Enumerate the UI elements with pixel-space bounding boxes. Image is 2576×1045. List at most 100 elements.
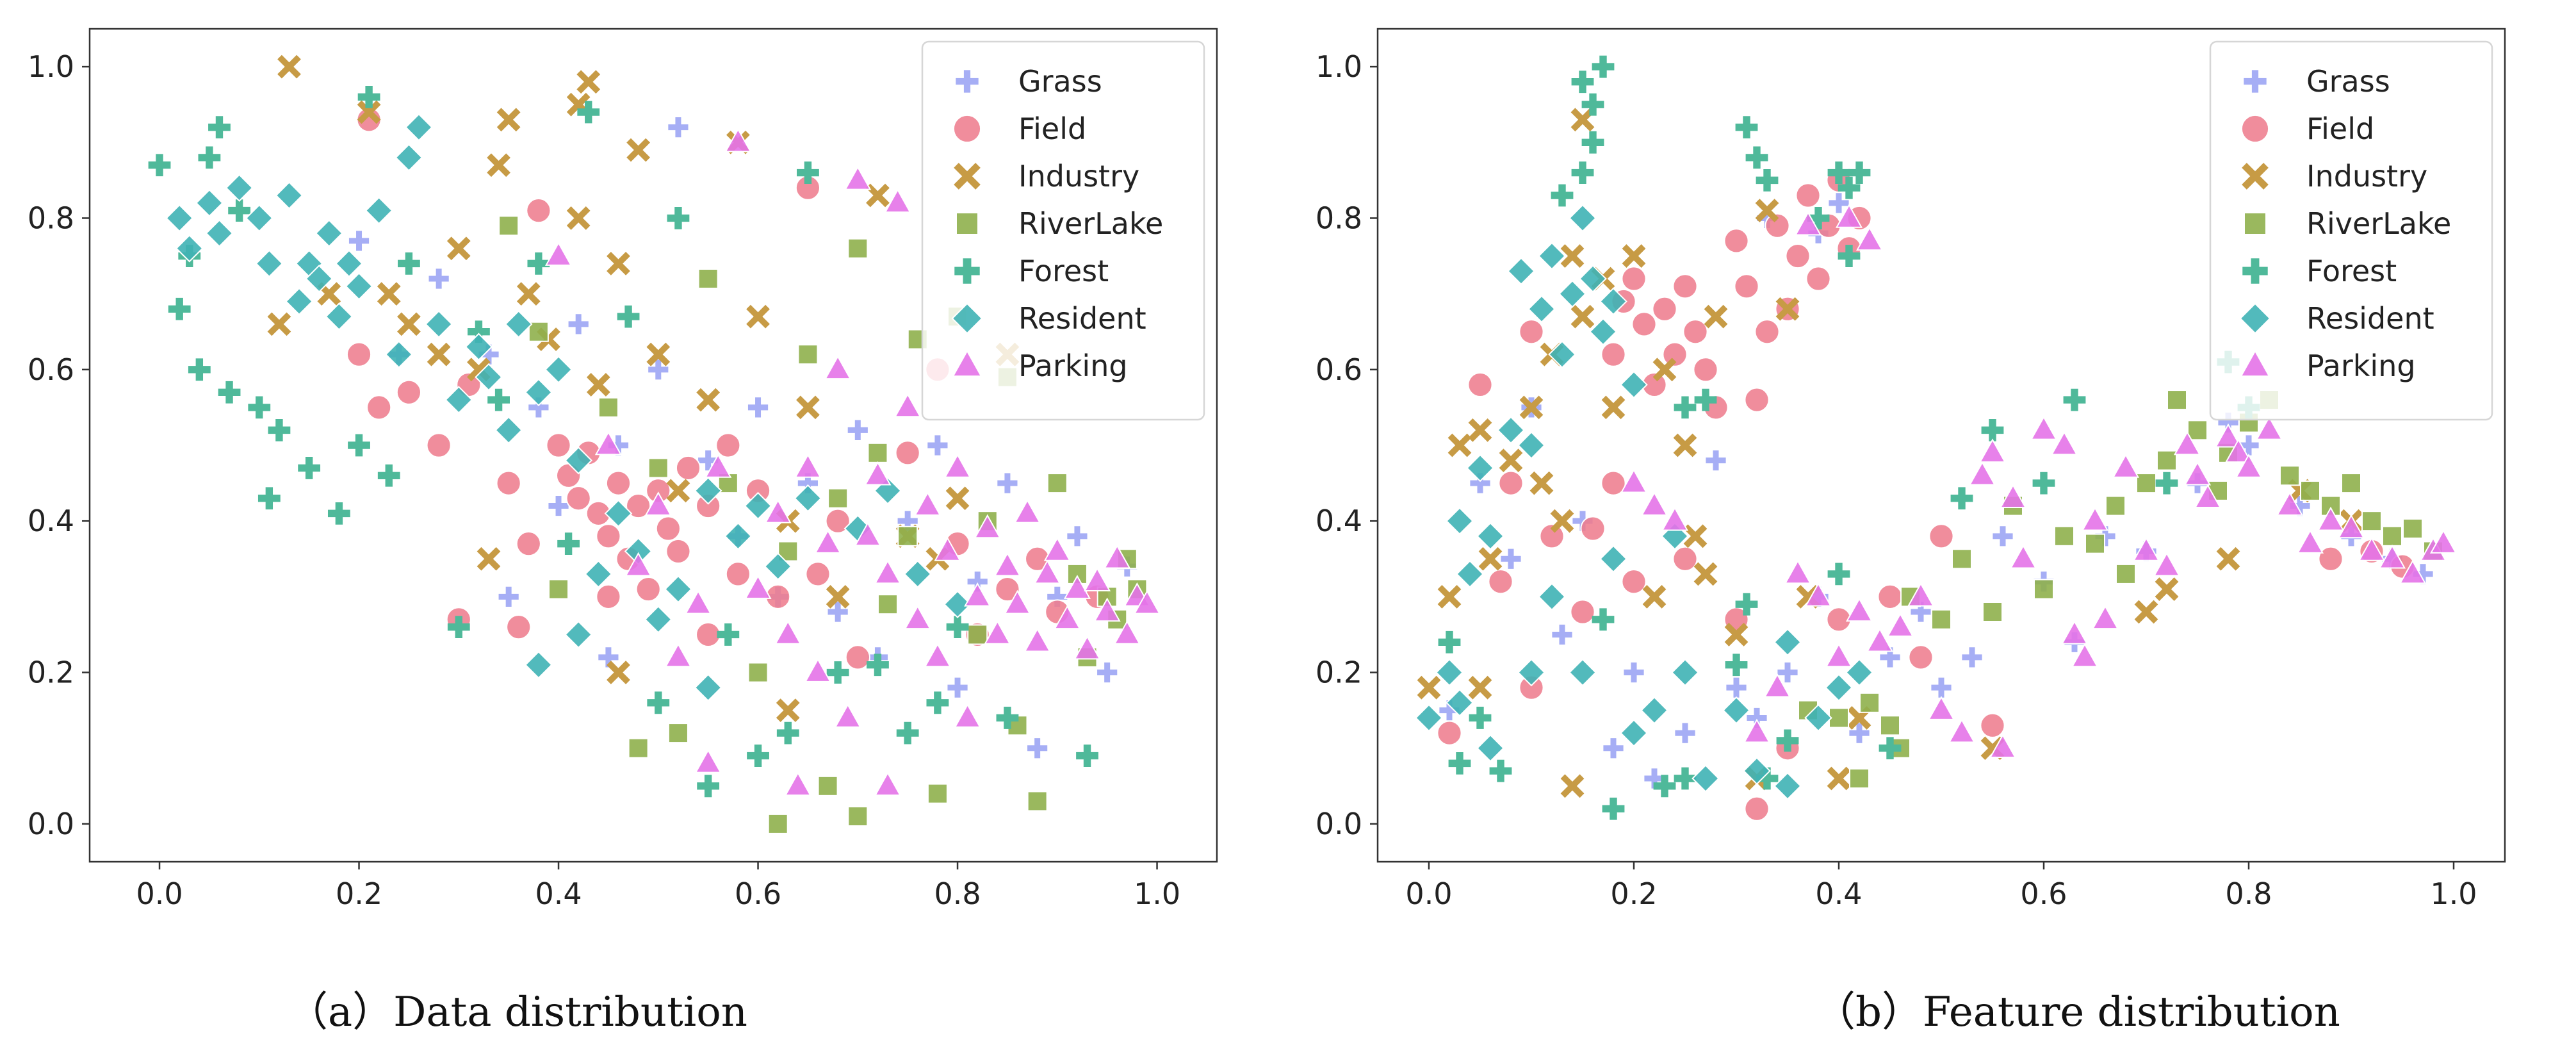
a-point-forest [228,199,251,222]
a-point-grass [827,602,848,622]
a-ytick-label: 1.0 [28,49,74,84]
a-point-forest [208,116,231,139]
b-point-grass [1501,548,1521,569]
b-point-grass [1706,450,1726,471]
a-point-parking [874,559,902,584]
b-point-parking [2060,620,2089,645]
b-point-parking [1784,559,1812,584]
a-legend-marker-grass [956,70,979,93]
b-point-parking [2009,544,2037,569]
a-point-parking [744,575,772,599]
a-point-forest [357,85,380,108]
b-point-forest [1674,396,1697,419]
b-point-parking [1620,468,1648,493]
a-point-riverlake [598,397,619,418]
b-xtick-label: 0.8 [2225,876,2272,911]
a-point-forest [776,721,799,745]
a-point-forest [896,721,919,745]
b-point-resident [1558,279,1586,308]
b-legend-label-forest: Forest [2306,254,2397,288]
a-point-industry [397,312,421,336]
b-point-parking [2235,454,2263,478]
a-point-industry [945,486,970,511]
a-point-resident [544,356,573,384]
b-point-grass [1603,738,1624,759]
a-point-forest [747,745,769,767]
a-point-field [725,561,751,587]
b-point-resident [1497,416,1525,445]
a-point-parking [544,242,573,266]
a-point-grass [568,314,589,334]
a-point-parking [974,514,1001,539]
b-point-resident [1456,560,1484,588]
a-point-parking [914,491,942,516]
b-point-forest [1838,176,1861,199]
b-point-industry [1755,199,1779,223]
b-xtick-label: 0.0 [1405,876,1452,911]
a-legend-box [921,40,1205,421]
a-point-industry [696,388,721,412]
b-point-resident [1722,696,1750,725]
a-point-forest [348,434,370,457]
a-point-industry [496,108,521,132]
a-point-riverlake [967,624,988,645]
a-point-industry [607,251,630,276]
a-point-resident [335,249,363,278]
b-point-riverlake [2156,450,2177,471]
b-point-grass [1675,723,1695,743]
b-point-industry [1560,244,1585,268]
a-point-resident [175,234,204,263]
b-point-industry [1570,304,1595,329]
a-point-forest [996,707,1019,729]
b-point-field [1601,470,1626,496]
b-point-parking [2378,544,2406,569]
a-point-forest [168,297,191,320]
a-point-forest [327,502,350,525]
a-point-field [596,584,621,609]
a-point-parking [934,537,961,561]
b-point-resident [1640,696,1668,725]
a-point-field [995,576,1020,602]
a-point-parking [904,605,931,630]
b-point-field [1631,311,1657,337]
b-point-forest [2063,388,2086,411]
b-point-parking [2030,415,2058,440]
b-point-resident [1476,734,1504,762]
a-point-grass [1067,526,1088,547]
a-point-parking [1084,567,1111,592]
a-point-field [546,432,571,458]
b-point-industry [1683,524,1708,548]
b-point-grass [1993,526,2013,547]
b-point-forest [1489,759,1512,782]
a-point-parking [705,454,732,478]
b-point-riverlake [1952,548,1972,570]
a-point-grass [648,359,669,380]
b-point-resident [1845,658,1873,687]
b-point-parking [2255,415,2283,440]
a-point-resident [314,219,343,247]
a-point-parking [594,431,622,456]
b-point-forest [1571,70,1594,94]
a-point-field [506,614,532,640]
b-point-resident [1599,287,1627,316]
b-point-parking [1804,582,1832,607]
b-point-forest [2032,472,2055,495]
a-point-parking [1133,589,1161,614]
b-point-resident [1743,757,1771,785]
a-point-forest [667,207,690,229]
b-point-field [1580,516,1606,541]
a-point-resident [305,265,334,293]
b-point-forest [1694,388,1717,411]
a-point-riverlake [1027,791,1048,812]
b-point-grass [1777,662,1798,683]
a-point-field [516,531,541,557]
b-point-field [1795,183,1821,208]
a-point-industry [516,282,541,306]
a-point-riverlake [628,737,649,759]
b-point-resident [1671,658,1699,687]
a-legend-label-riverlake: RiverLake [1018,206,1163,241]
a-point-resident [195,189,224,217]
a-point-field [635,576,661,602]
a-point-field [825,508,851,534]
b-point-resident [1599,545,1627,573]
